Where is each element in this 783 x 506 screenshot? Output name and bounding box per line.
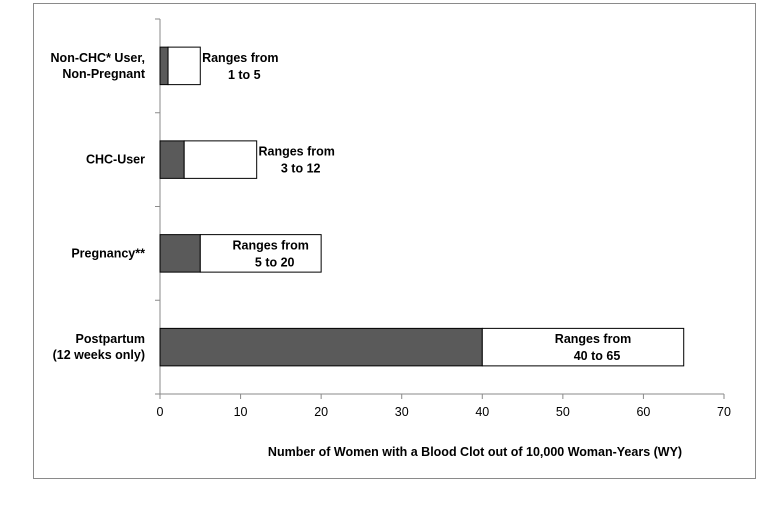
range-annotation-line: 40 to 65	[574, 349, 621, 363]
labels: Number of Women with a Blood Clot out of…	[51, 51, 683, 459]
range-annotation-line: 5 to 20	[255, 255, 295, 269]
bar-segment-rate	[159, 46, 169, 86]
axes: 0 10 20 30 40 50 60 70	[155, 18, 731, 419]
category-label-line: Non-Pregnant	[62, 67, 145, 81]
chart-frame: 0 10 20 30 40 50 60 70 Number of Women with a B…	[33, 3, 756, 479]
range-annotation-line: Ranges from	[555, 332, 631, 346]
x-tick-label: 70	[717, 405, 731, 419]
bar-segment-rate	[159, 140, 185, 179]
category-label: Pregnancy**	[71, 246, 145, 260]
bar-segment-rate	[159, 327, 483, 367]
category-label: Postpartum (12 weeks only)	[53, 332, 145, 362]
range-annotation: Ranges from 1 to 5	[202, 51, 278, 82]
bar-segment-rate	[159, 234, 201, 273]
category-label-line: CHC-User	[86, 153, 145, 167]
range-annotation-line: Ranges from	[233, 238, 309, 252]
category-label-line: Pregnancy**	[71, 246, 145, 260]
x-tick-label: 0	[157, 405, 164, 419]
x-tick-label: 60	[636, 405, 650, 419]
bar-segment-range	[167, 46, 201, 86]
range-annotation: Ranges from 5 to 20	[233, 238, 309, 269]
x-tick-label: 30	[395, 405, 409, 419]
category-label-line: (12 weeks only)	[53, 348, 145, 362]
range-annotation-line: Ranges from	[258, 145, 334, 159]
bar-segment-range	[183, 140, 258, 179]
category-label-line: Non-CHC* User,	[51, 51, 145, 65]
range-annotation-line: Ranges from	[202, 51, 278, 65]
range-annotation-line: 1 to 5	[228, 68, 261, 82]
category-label: CHC-User	[86, 153, 145, 167]
range-annotation: Ranges from 3 to 12	[258, 145, 334, 176]
x-axis-title: Number of Women with a Blood Clot out of…	[268, 445, 682, 459]
range-annotation-line: 3 to 12	[281, 162, 321, 176]
bar-chart: 0 10 20 30 40 50 60 70 Number of Women with a B…	[51, 18, 731, 459]
x-tick-label: 40	[475, 405, 489, 419]
x-tick-label: 50	[556, 405, 570, 419]
bars	[159, 46, 685, 367]
bar-segment-range	[481, 327, 685, 367]
category-label-line: Postpartum	[76, 332, 145, 346]
x-tick-label: 10	[234, 405, 248, 419]
range-annotation: Ranges from 40 to 65	[555, 332, 631, 363]
category-label: Non-CHC* User, Non-Pregnant	[51, 51, 146, 81]
bar-segment-range	[199, 234, 322, 273]
x-tick-label: 20	[314, 405, 328, 419]
